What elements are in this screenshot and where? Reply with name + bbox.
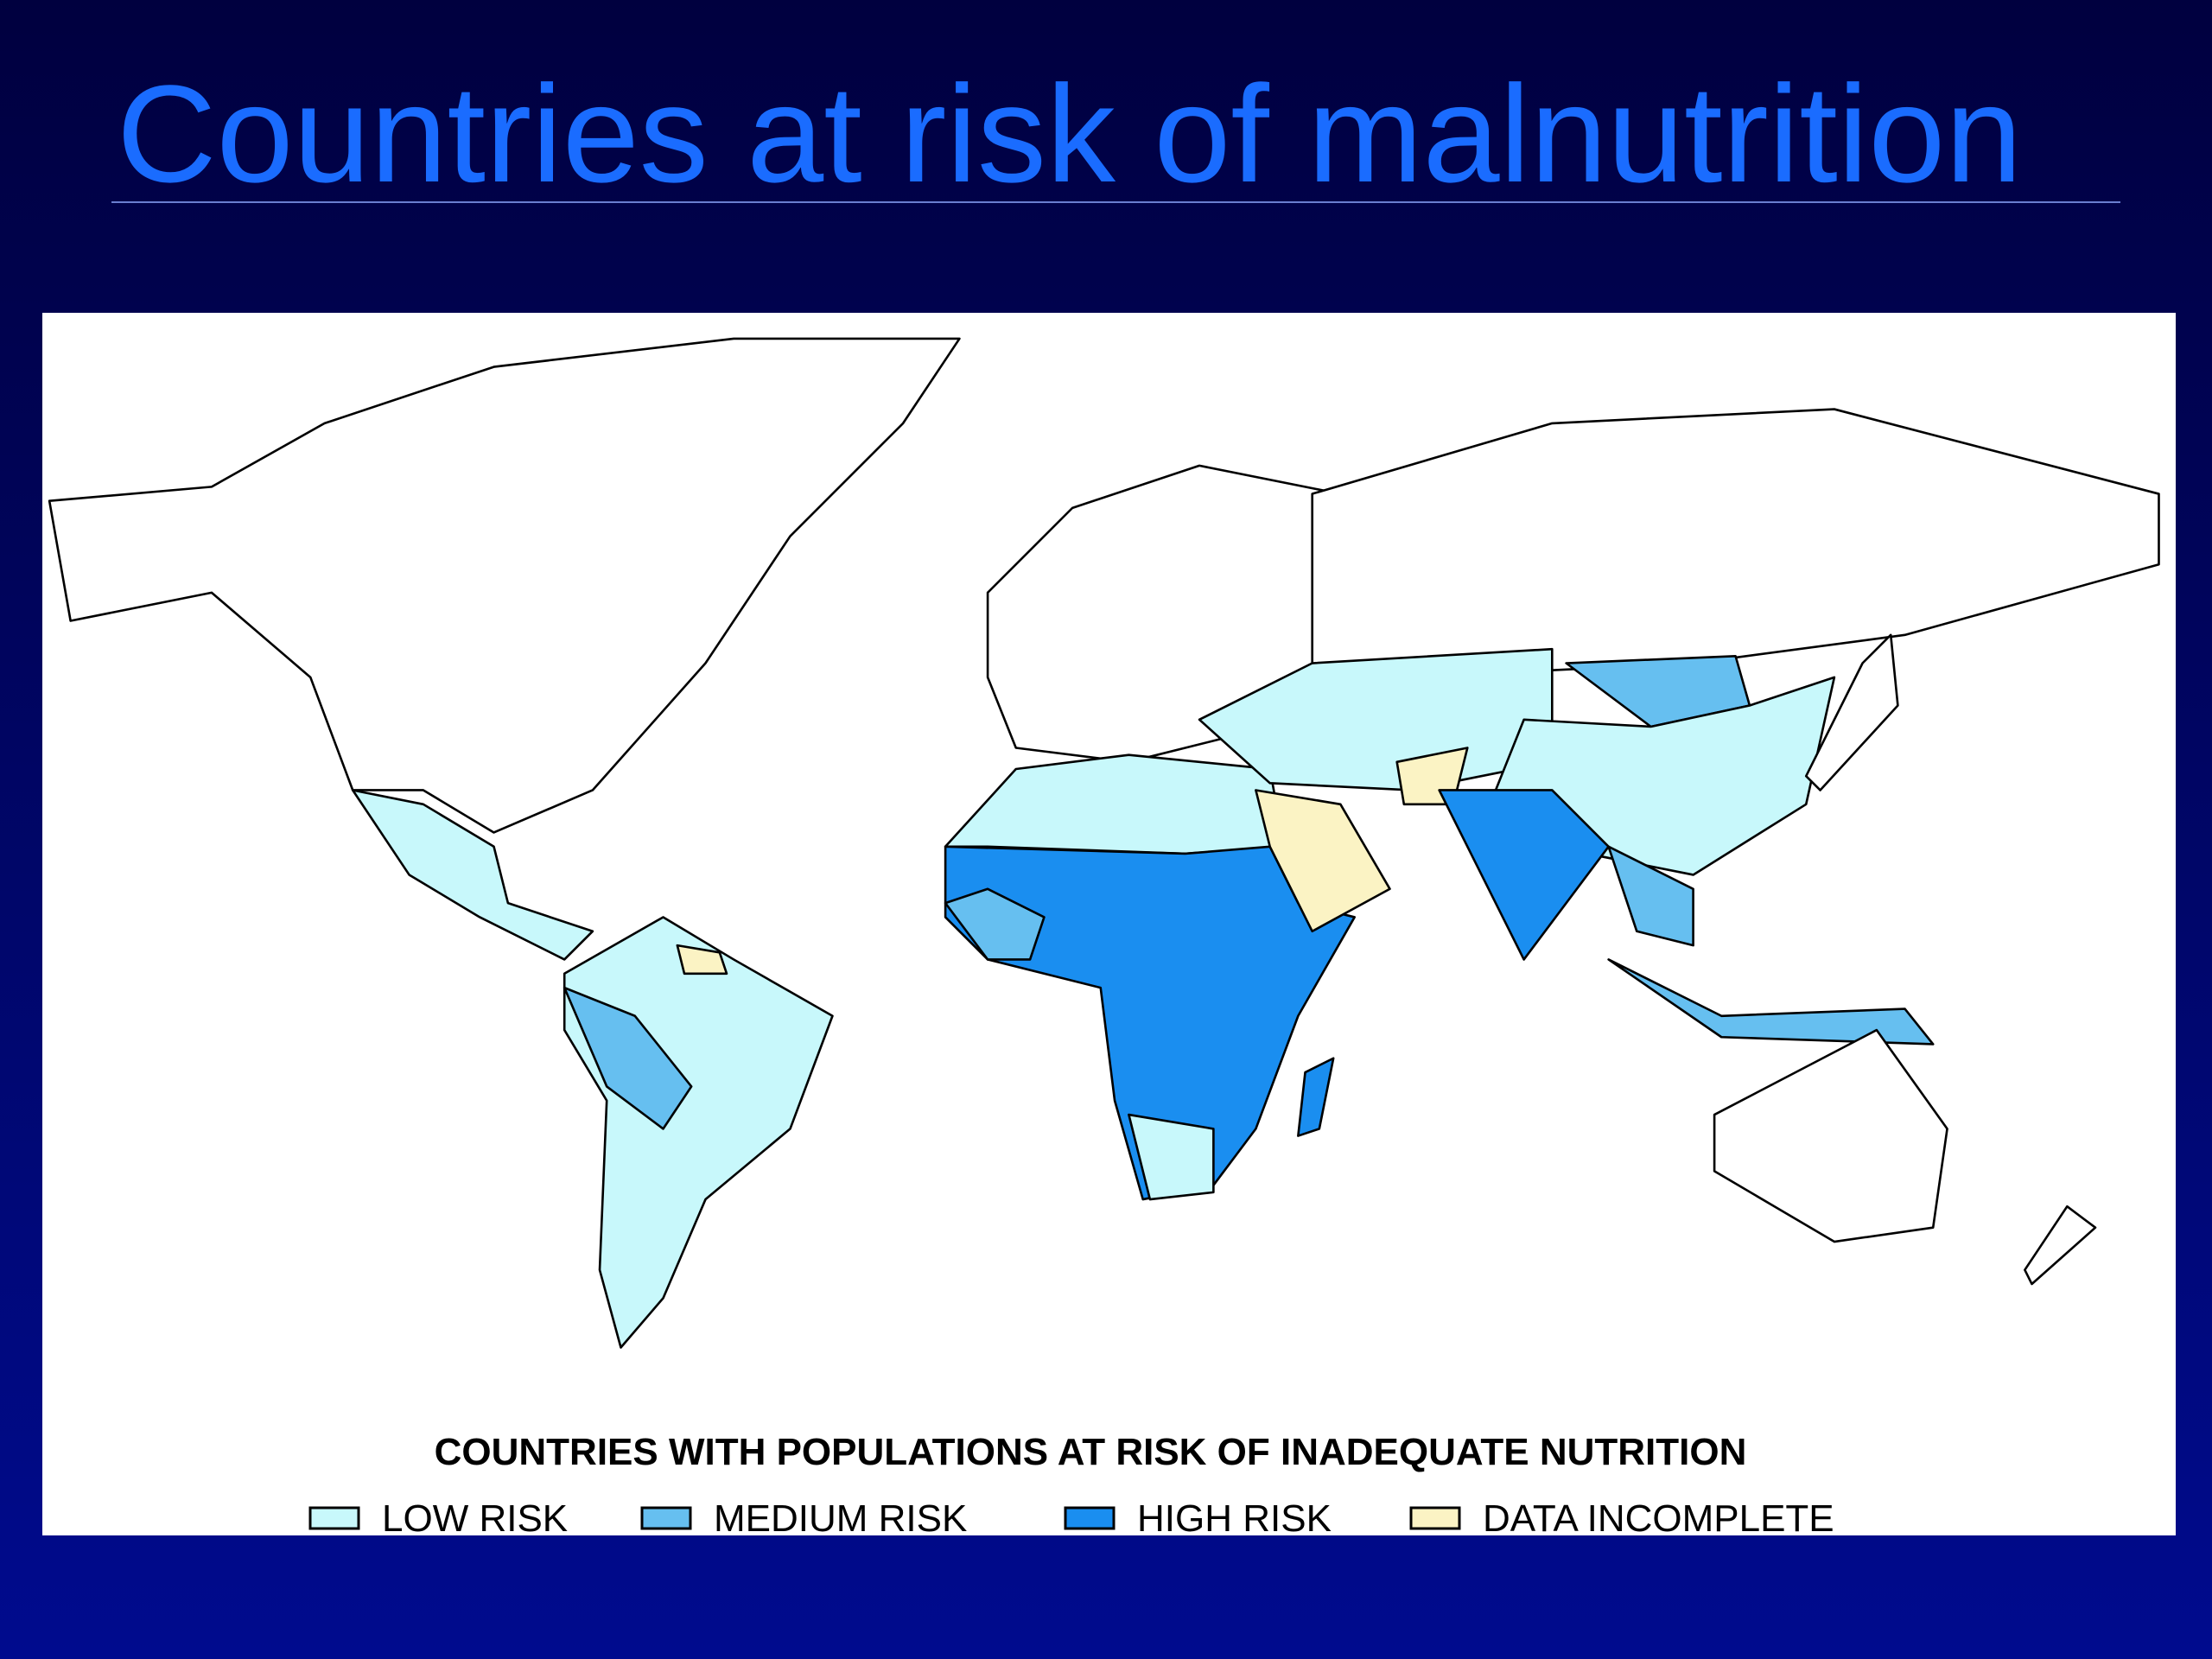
madagascar — [1297, 1057, 1335, 1137]
legend-label: DATA INCOMPLETE — [1483, 1497, 1834, 1540]
world-map — [48, 337, 2160, 1349]
japan — [1804, 633, 1899, 791]
legend-label: HIGH RISK — [1137, 1497, 1332, 1540]
legend: LOW RISK MEDIUM RISK HIGH RISK DATA INCOMPL… — [308, 1497, 1834, 1540]
legend-swatch — [640, 1506, 692, 1530]
new-zealand — [2024, 1205, 2097, 1286]
legend-label: LOW RISK — [382, 1497, 568, 1540]
australia — [1713, 1028, 1948, 1243]
arabia — [1255, 789, 1391, 933]
southeast-asia — [1607, 845, 1694, 947]
legend-swatch — [1409, 1506, 1461, 1530]
legend-swatch — [308, 1506, 360, 1530]
map-caption: COUNTRIES WITH POPULATIONS AT RISK OF IN… — [435, 1431, 1747, 1473]
guianas — [676, 944, 728, 976]
north-america — [48, 337, 961, 834]
legend-label: MEDIUM RISK — [714, 1497, 967, 1540]
slide-title: Countries at risk of malnutrition — [117, 56, 2022, 211]
south-asia — [1438, 789, 1610, 961]
central-america — [351, 789, 594, 961]
west-africa — [944, 887, 1046, 961]
legend-swatch — [1064, 1506, 1116, 1530]
andes-region — [563, 986, 693, 1130]
southern-africa — [1128, 1113, 1215, 1201]
indonesia — [1607, 958, 1935, 1046]
